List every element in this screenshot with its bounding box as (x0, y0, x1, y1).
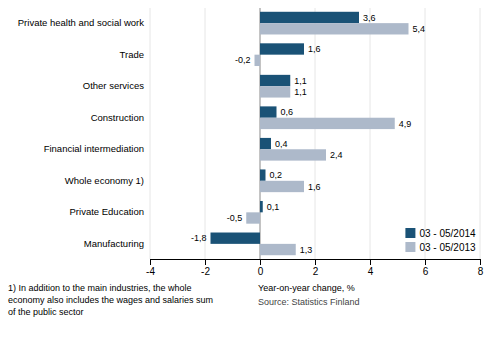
x-axis-line (151, 260, 481, 266)
data-label: -0,5 (227, 213, 243, 223)
x-tick-label: 2 (313, 266, 319, 277)
bar (260, 23, 409, 34)
data-label: 1,1 (294, 87, 307, 97)
x-tick-label: 0 (258, 266, 264, 277)
data-label: 3,6 (363, 13, 376, 23)
x-tick-label: 4 (368, 266, 374, 277)
x-tick-mark (205, 259, 206, 265)
grid-line (370, 8, 371, 259)
legend-label: 03 - 05/2014 (419, 228, 476, 239)
bar (260, 75, 290, 86)
y-tick: Whole economy 1) (65, 175, 150, 186)
x-tick-label: 8 (478, 266, 484, 277)
x-tick: 8 (478, 259, 484, 277)
y-tick-label: Private health and social work (18, 17, 144, 28)
x-tick-mark (150, 259, 151, 265)
y-tick-label: Other services (83, 80, 144, 91)
footnote: 1) In addition to the main industries, t… (8, 283, 192, 293)
x-axis-title: Year-on-year change, % (258, 283, 355, 293)
legend-label: 03 - 05/2013 (419, 242, 476, 253)
y-tick-label: Financial intermediation (44, 143, 144, 154)
x-tick-label: 6 (423, 266, 429, 277)
bar (260, 43, 304, 54)
x-tick-mark (370, 259, 371, 265)
y-tick-label: Manufacturing (84, 238, 144, 249)
bar (255, 55, 261, 66)
data-label: 2,4 (330, 150, 343, 160)
data-label: 1,6 (308, 44, 321, 54)
bar-series (246, 23, 408, 255)
data-labels: -1,80,10,20,40,61,11,63,61,3-0,51,62,44,… (191, 13, 425, 255)
x-tick: -4 (146, 259, 155, 277)
bar (260, 244, 296, 255)
x-tick-mark (480, 259, 481, 265)
y-tick: Other services (83, 80, 150, 91)
chart: -1,80,10,20,40,61,11,63,61,3-0,51,62,44,… (0, 0, 496, 341)
grid-line (425, 8, 426, 259)
y-tick: Trade (120, 49, 150, 60)
data-label: -0,2 (235, 55, 251, 65)
data-label: 0,6 (281, 107, 294, 117)
grid-line (480, 8, 481, 259)
x-tick: -2 (201, 259, 210, 277)
bar (246, 212, 260, 223)
x-tick-mark (315, 259, 316, 265)
data-label: 0,4 (275, 139, 288, 149)
x-tick-label: -2 (201, 266, 210, 277)
x-tick-label: -4 (146, 266, 155, 277)
bar (211, 233, 261, 244)
data-label: 1,6 (308, 182, 321, 192)
bar (260, 138, 271, 149)
y-tick: Private Education (70, 206, 150, 217)
bars (211, 12, 409, 255)
x-tick: 0 (258, 259, 264, 277)
y-tick-label: Whole economy 1) (65, 175, 144, 186)
y-axis: Manufacturing Private Education Whole econ… (18, 17, 150, 249)
y-tick-label: Trade (120, 49, 144, 60)
plot-area: -1,80,10,20,40,61,11,63,61,3-0,51,62,44,… (18, 8, 484, 277)
bar (260, 149, 326, 160)
source: Source: Statistics Finland (258, 297, 360, 307)
footnote: economy also includes the wages and sala… (8, 295, 213, 305)
data-label: 5,4 (413, 24, 426, 34)
data-label: 1,1 (294, 76, 307, 86)
legend-swatch (405, 228, 415, 238)
bar (260, 181, 304, 192)
x-tick: 4 (368, 259, 374, 277)
footnote: of the public sector (8, 307, 84, 317)
bar (260, 169, 266, 180)
data-label: -1,8 (191, 233, 207, 243)
legend: 03 - 05/2014 03 - 05/2013 (405, 228, 476, 253)
y-tick: Manufacturing (84, 238, 150, 249)
x-tick: 2 (313, 259, 319, 277)
data-label: 4,9 (399, 119, 412, 129)
bar (260, 12, 359, 23)
legend-item: 03 - 05/2013 (405, 242, 476, 253)
legend-item: 03 - 05/2014 (405, 228, 476, 239)
data-label: 0,2 (270, 170, 283, 180)
bar (260, 118, 395, 129)
y-tick: Construction (91, 112, 150, 123)
data-label: 1,3 (300, 245, 313, 255)
data-label: 0,1 (267, 202, 280, 212)
x-tick-mark (260, 259, 261, 265)
x-axis: -4 -2 0 2 4 6 8 (146, 259, 484, 277)
grid-line (150, 8, 151, 259)
y-tick: Financial intermediation (44, 143, 150, 154)
y-tick-label: Private Education (70, 206, 144, 217)
grid (150, 8, 480, 259)
bar (260, 106, 277, 117)
x-tick: 6 (423, 259, 429, 277)
legend-swatch (405, 242, 415, 252)
bar (260, 201, 263, 212)
y-tick-label: Construction (91, 112, 144, 123)
y-tick: Private health and social work (18, 17, 150, 28)
footer: 1) In addition to the main industries, t… (8, 283, 360, 317)
x-tick-mark (425, 259, 426, 265)
grid-line (205, 8, 206, 259)
bar (260, 86, 290, 97)
